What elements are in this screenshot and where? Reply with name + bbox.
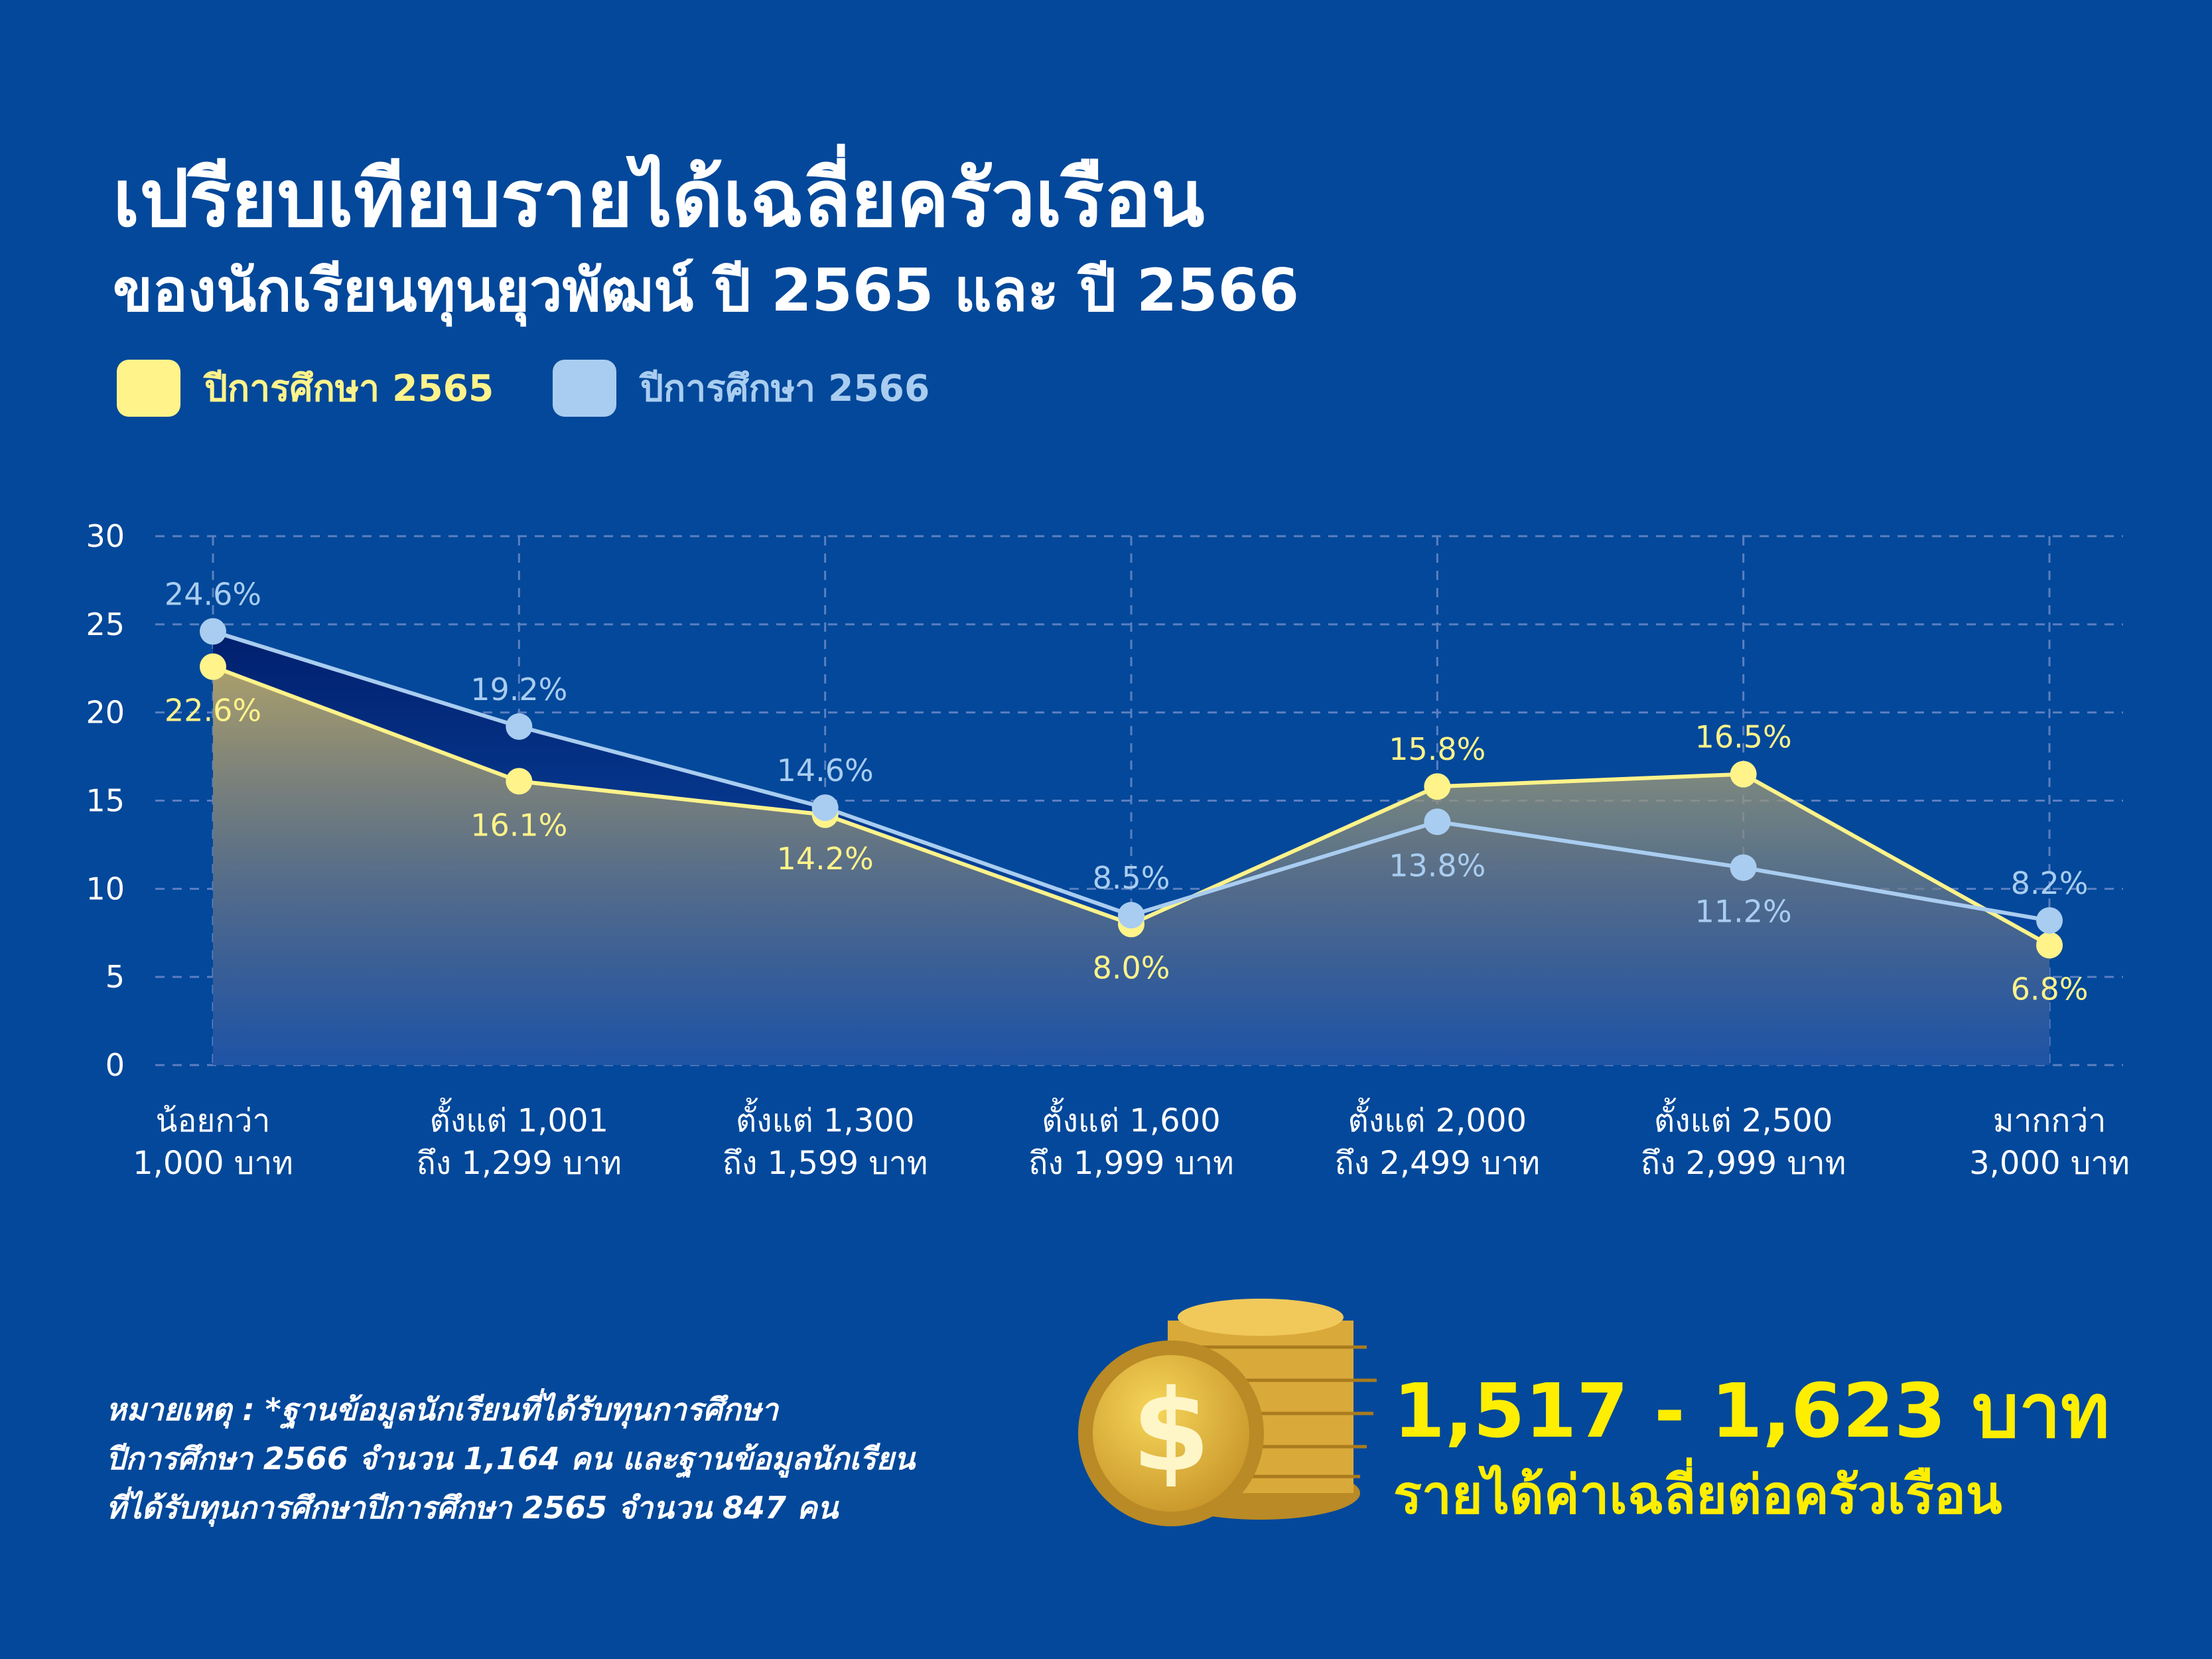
y-tick-label: 20 <box>86 695 125 731</box>
y-tick-label: 15 <box>86 783 125 819</box>
legend-swatch <box>553 360 616 417</box>
x-tick-label: ถึง 2,999 บาท <box>1641 1145 1846 1182</box>
highlight-caption: รายได้ค่าเฉลี่ยต่อครัวเรือน <box>1393 1457 2002 1526</box>
data-label: 13.8% <box>1389 847 1486 883</box>
data-label: 8.0% <box>1093 950 1170 985</box>
data-label: 6.8% <box>2011 971 2089 1007</box>
data-point <box>1424 773 1451 800</box>
x-tick-label: ถึง 1,999 บาท <box>1028 1145 1234 1182</box>
legend-label: ปีการศึกษา 2565 <box>203 367 494 409</box>
data-point <box>200 653 226 680</box>
data-label: 16.1% <box>470 807 567 843</box>
x-tick-label: ตั้งแต่ 2,000 <box>1348 1098 1527 1139</box>
data-label: 16.5% <box>1695 719 1792 755</box>
plot-area: 0 5 10 15 20 25 30 น้อยกว่า 1,000 บาท ตั้งแต่ 1,0… <box>86 518 2129 1182</box>
x-tick-label: ตั้งแต่ 2,500 <box>1654 1098 1832 1139</box>
data-point <box>1730 854 1757 881</box>
chart-subtitle: ของนักเรียนทุนยุวพัฒน์ ปี 2565 และ ปี 25… <box>113 256 1299 327</box>
note-line: ที่ได้รับทุนการศึกษาปีการศึกษา 2565 จำนว… <box>106 1486 840 1527</box>
data-label: 8.5% <box>1093 860 1170 896</box>
data-point <box>1730 760 1757 788</box>
data-label: 15.8% <box>1389 731 1486 767</box>
area <box>213 666 2049 1065</box>
data-label: 22.6% <box>165 693 261 729</box>
x-tick-label: 3,000 บาท <box>1969 1145 2130 1182</box>
data-label: 14.6% <box>777 753 874 788</box>
x-tick-label: มากกว่า <box>1993 1102 2107 1139</box>
y-tick-label: 5 <box>105 959 125 995</box>
x-tick-label: 1,000 บาท <box>133 1145 293 1182</box>
data-label: 14.2% <box>777 841 874 877</box>
data-label: 24.6% <box>165 576 261 612</box>
x-tick-label: ถึง 1,599 บาท <box>723 1145 928 1182</box>
highlight-value: 1,517 - 1,623 บาท <box>1393 1368 2110 1455</box>
coin-icon: $ <box>1078 1299 1377 1526</box>
data-point <box>1118 902 1144 929</box>
data-point <box>1424 808 1451 835</box>
y-tick-label: 25 <box>86 607 125 642</box>
legend-label: ปีการศึกษา 2566 <box>639 367 930 409</box>
legend: ปีการศึกษา 2565 ปีการศึกษา 2566 <box>117 360 930 417</box>
data-label: 11.2% <box>1695 893 1792 929</box>
x-tick-label: น้อยกว่า <box>156 1102 271 1139</box>
x-tick-label: ตั้งแต่ 1,600 <box>1042 1098 1220 1139</box>
x-tick-label: ถึง 2,499 บาท <box>1335 1145 1541 1182</box>
legend-swatch <box>117 360 180 417</box>
x-tick-label: ถึง 1,299 บาท <box>417 1145 622 1182</box>
note: หมายเหตุ : *ฐานข้อมูลนักเรียนที่ได้รับทุ… <box>106 1388 917 1527</box>
x-tick-label: ตั้งแต่ 1,001 <box>430 1098 608 1139</box>
y-tick-label: 30 <box>86 518 125 554</box>
data-point <box>2036 907 2063 934</box>
y-tick-label: 0 <box>105 1047 125 1083</box>
y-tick-label: 10 <box>86 871 125 906</box>
data-label: 19.2% <box>470 672 567 707</box>
data-point <box>811 794 839 822</box>
data-label: 8.2% <box>2011 865 2089 901</box>
data-point <box>506 713 533 740</box>
note-line: ปีการศึกษา 2566 จำนวน 1,164 คน และฐานข้อ… <box>106 1441 917 1479</box>
x-tick-label: ตั้งแต่ 1,300 <box>736 1098 914 1139</box>
data-point <box>506 768 533 795</box>
note-line: หมายเหตุ : *ฐานข้อมูลนักเรียนที่ได้รับทุ… <box>106 1388 780 1429</box>
data-point <box>200 618 226 645</box>
svg-text:$: $ <box>1132 1366 1210 1497</box>
chart-title: เปรียบเทียบรายได้เฉลี่ยครัวเรือน <box>113 144 1205 244</box>
data-point <box>2036 932 2063 959</box>
